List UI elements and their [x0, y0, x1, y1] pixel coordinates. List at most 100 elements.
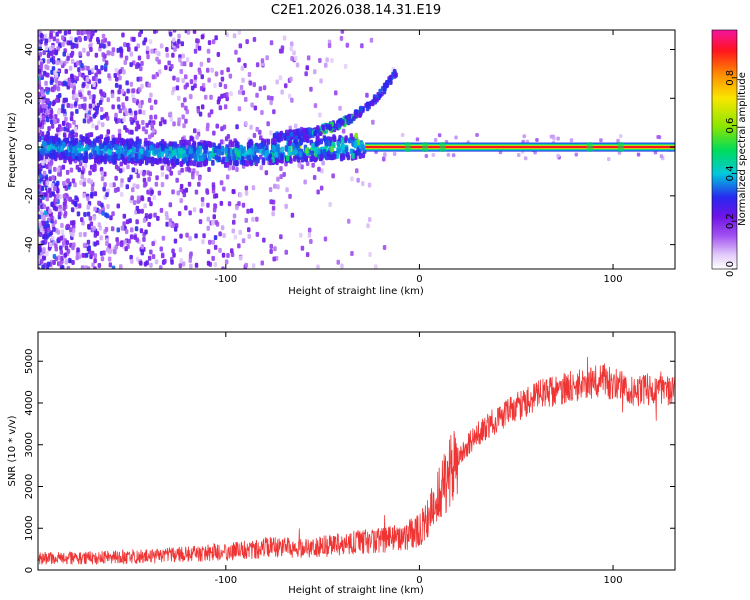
heatmap-cell [213, 147, 217, 154]
heatmap-cell [181, 139, 186, 146]
heatmap-cell [268, 187, 273, 193]
heatmap-cell [103, 182, 107, 188]
heatmap-cell [183, 157, 187, 164]
heatmap-cell [207, 167, 211, 172]
heatmap-cell [150, 132, 154, 138]
heatmap-cell [253, 145, 258, 152]
heatmap-cell [131, 94, 135, 99]
heatmap-cell [119, 242, 124, 248]
heatmap-cell [284, 249, 288, 255]
heatmap-cell [70, 58, 75, 64]
heatmap-cell [283, 135, 287, 141]
heatmap-cell [237, 243, 241, 249]
heatmap-cell [80, 63, 84, 68]
colorbar-step [712, 39, 737, 43]
heatmap-cell [236, 151, 241, 158]
heatmap-cell [302, 127, 306, 133]
colorbar-step [712, 125, 737, 129]
heatmap-cell [100, 202, 104, 208]
colorbar-step [712, 57, 737, 61]
heatmap-cell [269, 199, 273, 205]
heatmap-cell [244, 96, 248, 102]
heatmap-cell [206, 122, 210, 128]
heatmap-cell [82, 47, 86, 53]
heatmap-cell [116, 138, 121, 144]
heatmap-cell [42, 115, 46, 121]
heatmap-cell [56, 188, 60, 194]
heatmap-cell [129, 62, 133, 68]
heatmap-cell [107, 73, 111, 79]
heatmap-cell [161, 235, 166, 241]
heatmap-cell [296, 156, 301, 163]
heatmap-cell [179, 198, 183, 204]
heatmap-cell [269, 40, 274, 46]
heatmap-cell [305, 252, 310, 258]
heatmap-cell [39, 72, 43, 78]
heatmap-cell [51, 175, 55, 181]
heatmap-cell [269, 130, 273, 136]
heatmap-cell [70, 207, 75, 213]
heatmap-cell [159, 43, 164, 49]
heatmap-cell [166, 165, 170, 171]
heatmap-cell [75, 108, 79, 114]
heatmap-cell [149, 92, 153, 98]
heatmap-cell [82, 105, 87, 111]
colorbar-gradient [712, 30, 737, 270]
heatmap-cell [46, 58, 51, 64]
heatmap-cell [153, 212, 157, 218]
heatmap-cell [64, 259, 68, 265]
snr-y-label: SNR (10 * v/v) [7, 415, 18, 486]
heatmap-cell [323, 151, 327, 158]
heatmap-cell [143, 261, 148, 267]
heatmap-cell [49, 32, 53, 38]
heatmap-cell [92, 215, 97, 221]
heatmap-cell [90, 31, 94, 37]
colorbar: 0.0 0.2 0.4 0.6 0.8 Normalized spectral ampl… [711, 29, 748, 277]
heatmap-cell [339, 35, 344, 41]
heatmap-cell [371, 119, 375, 125]
heatmap-cell [97, 200, 101, 206]
heatmap-cell [284, 203, 288, 209]
heatmap-cell [140, 100, 144, 105]
heatmap-cell [346, 154, 351, 161]
heatmap-cell [159, 207, 164, 213]
heatmap-cell [62, 108, 67, 114]
heatmap-cell [54, 243, 58, 249]
heatmap-cell [74, 132, 78, 138]
heatmap-cell [269, 243, 273, 249]
heatmap-cell [569, 138, 574, 143]
heatmap-cell [556, 153, 560, 158]
x-tick-label: 100 [603, 575, 622, 586]
heatmap-cell [164, 65, 168, 71]
heatmap-cell [213, 244, 218, 250]
colorbar-step [712, 151, 737, 155]
heatmap-cell [382, 86, 387, 92]
heatmap-cell [219, 180, 224, 186]
heatmap-cell [149, 144, 153, 151]
heatmap-cell [62, 142, 66, 148]
heatmap-cell [233, 234, 238, 240]
heatmap-cell [280, 154, 284, 161]
heatmap-cell [58, 261, 62, 267]
heatmap-cell [66, 103, 70, 108]
heatmap-cell [247, 233, 251, 239]
colorbar-ticks: 0.0 0.2 0.4 0.6 0.8 [725, 70, 737, 277]
heatmap-cell [41, 103, 45, 109]
heatmap-cell [50, 215, 54, 221]
heatmap-cell [313, 131, 317, 136]
heatmap-cell [309, 86, 313, 92]
heatmap-cell [188, 253, 193, 259]
colorbar-step [712, 189, 737, 192]
heatmap-cell [93, 266, 97, 269]
heatmap-cell [87, 70, 92, 76]
colorbar-step [712, 165, 737, 169]
colorbar-step [712, 163, 737, 167]
heatmap-cell [179, 148, 184, 155]
heatmap-cell [163, 158, 168, 165]
heatmap-cell [88, 215, 93, 221]
heatmap-cell [350, 176, 354, 182]
heatmap-cell [140, 208, 144, 214]
heatmap-cell [101, 122, 105, 128]
heatmap-cell [331, 173, 335, 179]
heatmap-cell [475, 133, 479, 137]
